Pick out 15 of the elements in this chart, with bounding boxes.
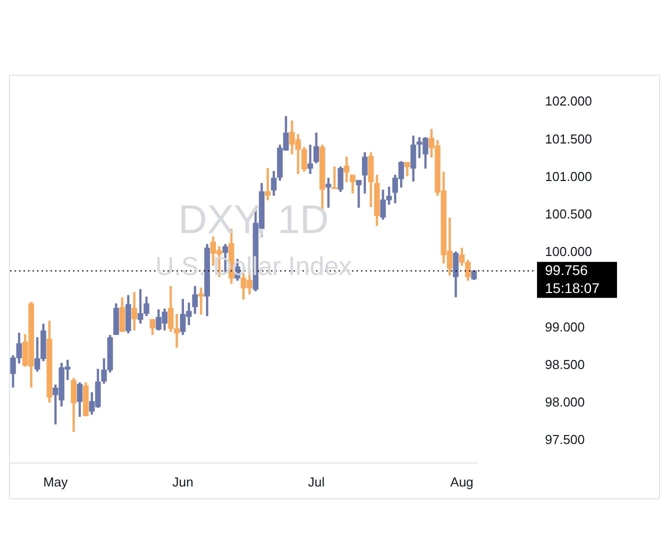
x-tick-label: Aug (450, 474, 474, 490)
y-tick-label: 101.500 (545, 131, 592, 146)
y-tick-label: 98.000 (545, 394, 585, 410)
y-tick-label: 101.000 (545, 168, 592, 184)
x-tick-label: May (43, 474, 68, 490)
y-tick-label: 98.500 (545, 356, 585, 372)
y-tick-label: 102.000 (545, 94, 592, 109)
x-tick-label: Jun (172, 474, 194, 490)
text: 15:18:07 (545, 280, 600, 296)
y-tick-label: 99.000 (545, 319, 585, 334)
ref-line-label: 99.756 (545, 262, 588, 278)
y-tick-label: 100.000 (545, 244, 592, 260)
y-tick-label: 100.500 (545, 206, 592, 222)
y-tick-label: 97.500 (545, 432, 585, 448)
x-tick-label: Jul (308, 474, 325, 490)
